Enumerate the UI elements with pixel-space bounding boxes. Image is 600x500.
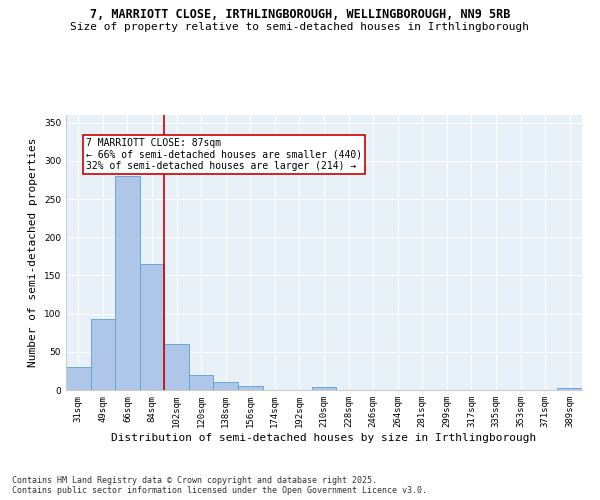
Text: Size of property relative to semi-detached houses in Irthlingborough: Size of property relative to semi-detach… (71, 22, 530, 32)
Bar (115, 176, 140, 390)
Bar (140, 264, 164, 390)
Y-axis label: Number of semi-detached properties: Number of semi-detached properties (28, 138, 38, 367)
Bar (164, 344, 189, 390)
Bar (66, 367, 91, 390)
X-axis label: Distribution of semi-detached houses by size in Irthlingborough: Distribution of semi-detached houses by … (112, 432, 536, 442)
Bar (238, 386, 263, 390)
Bar (189, 374, 214, 390)
Bar (312, 387, 336, 390)
Text: 7, MARRIOTT CLOSE, IRTHLINGBOROUGH, WELLINGBOROUGH, NN9 5RB: 7, MARRIOTT CLOSE, IRTHLINGBOROUGH, WELL… (90, 8, 510, 20)
Bar (91, 319, 115, 390)
Bar (214, 382, 238, 390)
Bar (557, 388, 582, 390)
Text: Contains HM Land Registry data © Crown copyright and database right 2025.
Contai: Contains HM Land Registry data © Crown c… (12, 476, 427, 495)
Text: 7 MARRIOTT CLOSE: 87sqm
← 66% of semi-detached houses are smaller (440)
32% of s: 7 MARRIOTT CLOSE: 87sqm ← 66% of semi-de… (86, 138, 362, 171)
